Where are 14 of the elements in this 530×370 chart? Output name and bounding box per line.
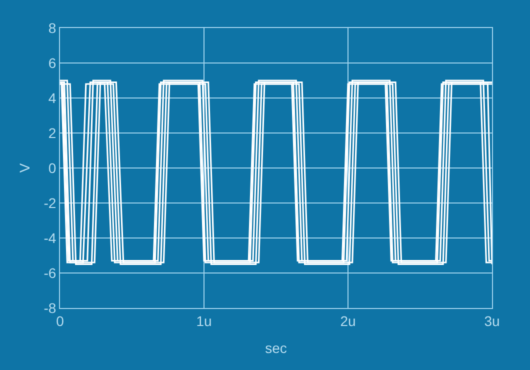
y-tick-label: -6 — [44, 264, 56, 281]
y-tick-label: -4 — [44, 230, 56, 246]
x-tick-label: 3u — [484, 312, 500, 329]
x-axis-title: sec — [265, 340, 287, 356]
x-tick-label: 2u — [340, 312, 356, 329]
y-tick-label: 8 — [48, 20, 56, 36]
y-tick-label: 4 — [48, 90, 56, 106]
y-tick-label: -2 — [44, 194, 56, 211]
y-tick-label: 6 — [48, 54, 56, 71]
y-tick-label: 0 — [48, 160, 56, 176]
x-tick-label: 1u — [196, 312, 212, 329]
y-tick-label: -8 — [44, 300, 56, 316]
y-tick-label: 2 — [48, 124, 56, 141]
y-axis-title: V — [16, 162, 32, 173]
